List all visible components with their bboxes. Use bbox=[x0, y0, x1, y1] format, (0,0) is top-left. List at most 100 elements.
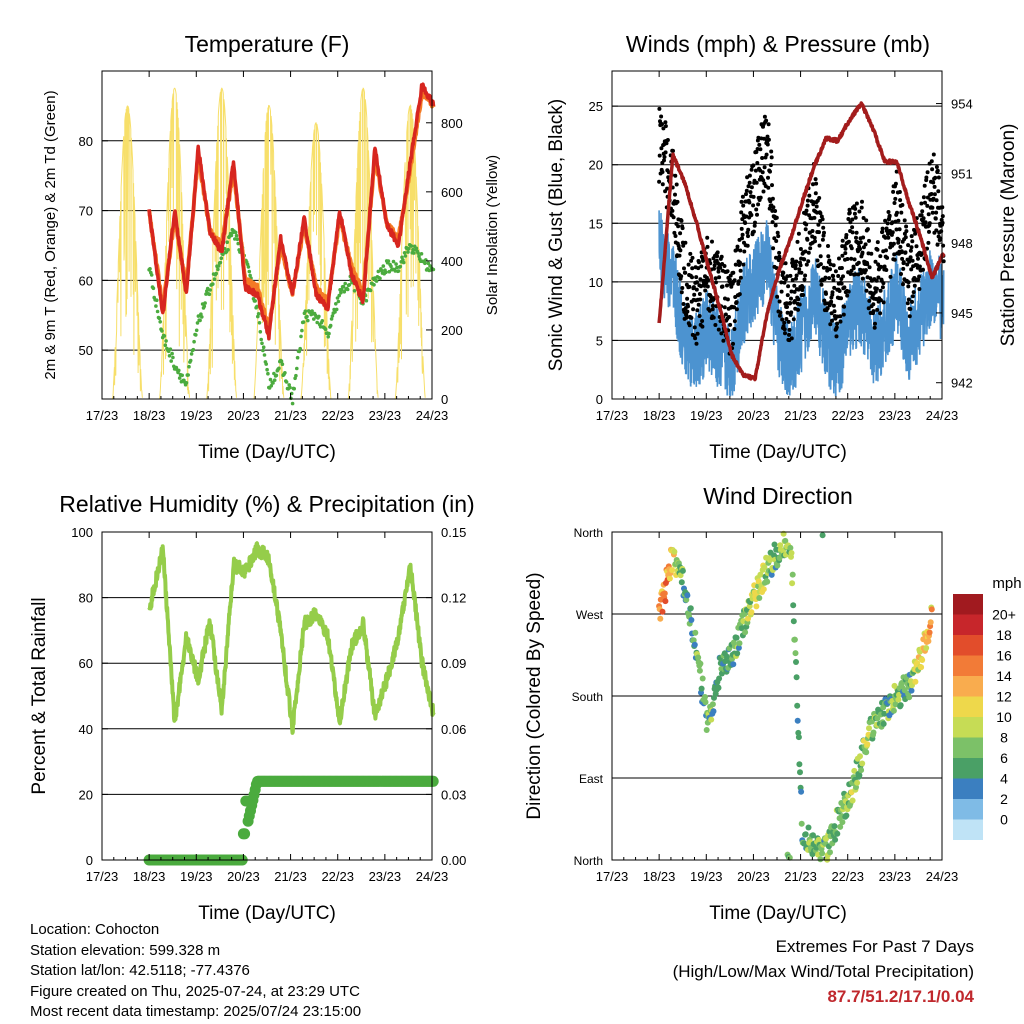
dewpoint-point bbox=[381, 264, 386, 268]
gust-point bbox=[742, 249, 747, 254]
direction-point bbox=[708, 716, 715, 723]
gust-point bbox=[839, 281, 844, 286]
dewpoint-point bbox=[258, 330, 263, 334]
gust-point bbox=[795, 239, 800, 244]
gust-point bbox=[805, 198, 810, 203]
gust-point bbox=[816, 222, 821, 227]
gust-point bbox=[692, 325, 697, 330]
direction-point bbox=[864, 741, 871, 748]
created-text: Figure created on Thu, 2025-07-24, at 23… bbox=[30, 982, 360, 1000]
gust-point bbox=[757, 142, 762, 147]
gust-point bbox=[885, 255, 890, 260]
direction-point bbox=[843, 812, 850, 819]
gust-point bbox=[756, 202, 761, 207]
gust-point bbox=[901, 266, 906, 271]
direction-point bbox=[827, 849, 833, 856]
gust-point bbox=[822, 230, 826, 235]
gust-point bbox=[878, 254, 883, 259]
gust-point bbox=[871, 309, 876, 314]
gust-point bbox=[923, 200, 927, 205]
dewpoint-point bbox=[342, 290, 347, 294]
gust-point bbox=[663, 150, 668, 155]
gust-point bbox=[925, 170, 930, 175]
gust-point bbox=[880, 285, 885, 290]
y-tick-label: 15 bbox=[589, 216, 603, 231]
elevation-text: Station elevation: 599.328 m bbox=[30, 941, 221, 959]
gust-point bbox=[833, 269, 838, 274]
gust-point bbox=[888, 274, 893, 279]
dewpoint-point bbox=[387, 269, 392, 274]
dewpoint-point bbox=[195, 321, 200, 325]
direction-point bbox=[866, 725, 872, 732]
dewpoint-point bbox=[315, 320, 320, 325]
gust-point bbox=[875, 307, 880, 312]
gust-point bbox=[770, 208, 775, 213]
dewpoint-point bbox=[403, 254, 408, 258]
gust-point bbox=[900, 256, 905, 261]
dewpoint-point bbox=[343, 281, 348, 286]
y2-tick-label: 948 bbox=[951, 236, 973, 251]
gust-point bbox=[701, 258, 705, 263]
gust-point bbox=[898, 244, 903, 249]
speed-legend: mph 20+ 18 16 14 12 10 8 6 4 2 0 bbox=[953, 575, 1022, 840]
gust-point bbox=[758, 147, 763, 152]
gust-point bbox=[917, 274, 922, 279]
dewpoint-point bbox=[218, 260, 223, 265]
dewpoint-point bbox=[386, 259, 391, 263]
gust-point bbox=[857, 209, 862, 214]
gust-point bbox=[785, 310, 790, 315]
gust-point bbox=[824, 291, 828, 296]
direction-panel: Wind Direction NorthEastSouthWestNorth17… bbox=[524, 483, 1022, 924]
gust-point bbox=[830, 290, 835, 295]
legend-swatch bbox=[953, 778, 983, 799]
gust-point bbox=[751, 163, 756, 168]
direction-point bbox=[819, 532, 826, 539]
gust-point bbox=[865, 227, 870, 232]
dewpoint-point bbox=[333, 310, 337, 314]
gust-point bbox=[796, 307, 800, 312]
latlon-text: Station lat/lon: 42.5118; -77.4376 bbox=[30, 962, 250, 979]
gust-point bbox=[761, 189, 766, 194]
gust-point bbox=[696, 302, 701, 307]
dewpoint-point bbox=[374, 279, 379, 283]
gust-point bbox=[692, 292, 697, 297]
gust-point bbox=[826, 244, 830, 248]
gust-point bbox=[825, 306, 830, 311]
direction-point bbox=[736, 640, 743, 647]
gust-point bbox=[886, 210, 891, 214]
gust-point bbox=[794, 273, 799, 278]
gust-point bbox=[829, 299, 834, 304]
gust-point bbox=[827, 276, 832, 281]
gust-point bbox=[675, 199, 680, 204]
humidity-ylabel: Percent & Total Rainfall bbox=[29, 597, 50, 794]
gust-point bbox=[659, 114, 664, 119]
gust-point bbox=[789, 289, 794, 294]
gust-point bbox=[690, 275, 694, 280]
direction-point bbox=[730, 661, 737, 668]
gust-point bbox=[831, 303, 836, 308]
gust-point bbox=[747, 173, 752, 178]
y-tick-label: 0 bbox=[86, 853, 93, 868]
gust-point bbox=[766, 122, 771, 127]
gust-point bbox=[770, 220, 775, 225]
y-tick-label: 10 bbox=[589, 275, 603, 290]
gust-point bbox=[787, 332, 791, 337]
gust-point bbox=[840, 253, 845, 258]
x-tick-label: 17/23 bbox=[596, 869, 629, 884]
gust-point bbox=[886, 232, 890, 236]
gust-point bbox=[712, 263, 717, 268]
gust-point bbox=[751, 229, 756, 234]
legend-label: 20+ bbox=[992, 607, 1016, 623]
gust-point bbox=[791, 317, 796, 322]
gust-point bbox=[861, 216, 866, 220]
gust-point bbox=[858, 246, 862, 251]
dewpoint-point bbox=[177, 376, 182, 380]
direction-point bbox=[657, 615, 664, 622]
dewpoint-point bbox=[292, 386, 297, 391]
gust-point bbox=[837, 256, 841, 261]
gust-point bbox=[897, 227, 902, 232]
dewpoint-point bbox=[148, 267, 152, 271]
dewpoint-point bbox=[301, 320, 306, 324]
dewpoint-point bbox=[287, 383, 292, 387]
